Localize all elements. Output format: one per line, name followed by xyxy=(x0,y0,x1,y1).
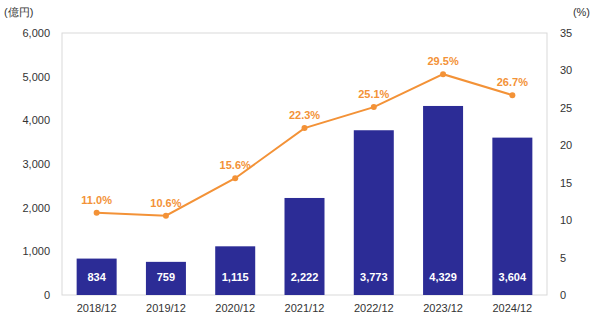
chart-svg: 01,0002,0003,0004,0005,0006,000051015202… xyxy=(0,0,600,325)
bar xyxy=(215,246,255,295)
line xyxy=(97,74,513,215)
bar-label: 3,604 xyxy=(499,271,527,283)
plot-frame xyxy=(62,33,547,295)
y-tick-label: 4,000 xyxy=(22,114,50,126)
line-label: 11.0% xyxy=(81,194,112,206)
y-tick-label: 2,000 xyxy=(22,202,50,214)
marks xyxy=(77,71,533,295)
line-label: 25.1% xyxy=(358,88,389,100)
line-marker xyxy=(94,210,100,216)
bar xyxy=(354,130,394,295)
y-tick-label: 1,000 xyxy=(22,245,50,257)
line-marker xyxy=(163,213,169,219)
y2-tick-label: 20 xyxy=(560,139,572,151)
y-tick-label: 6,000 xyxy=(22,27,50,39)
bar-label: 759 xyxy=(157,271,175,283)
chart-container: 01,0002,0003,0004,0005,0006,000051015202… xyxy=(0,0,600,325)
x-tick-label: 2020/12 xyxy=(215,302,255,314)
y-tick-label: 5,000 xyxy=(22,71,50,83)
y2-tick-label: 5 xyxy=(560,252,566,264)
bar-label: 2,222 xyxy=(291,271,319,283)
y2-tick-label: 0 xyxy=(560,289,566,301)
x-tick-label: 2023/12 xyxy=(423,302,463,314)
y2-axis-label: (%) xyxy=(573,6,590,18)
bar xyxy=(285,198,325,295)
bar-label: 4,329 xyxy=(429,271,457,283)
y2-tick-label: 35 xyxy=(560,27,572,39)
bar xyxy=(492,138,532,295)
line-label: 26.7% xyxy=(497,76,528,88)
line-marker xyxy=(371,104,377,110)
line-label: 10.6% xyxy=(150,197,181,209)
y-axis-label: (億円) xyxy=(4,6,33,18)
bar xyxy=(423,106,463,295)
y-tick-label: 3,000 xyxy=(22,158,50,170)
bar-label: 834 xyxy=(87,271,106,283)
y2-tick-label: 15 xyxy=(560,177,572,189)
line-marker xyxy=(440,71,446,77)
line-marker xyxy=(509,92,515,98)
x-tick-label: 2022/12 xyxy=(354,302,394,314)
y2-tick-label: 10 xyxy=(560,214,572,226)
bar-label: 1,115 xyxy=(222,271,249,283)
x-tick-label: 2018/12 xyxy=(77,302,117,314)
y2-tick-label: 30 xyxy=(560,64,572,76)
line-label: 29.5% xyxy=(427,55,458,67)
data-labels: 834 759 1,115 2,222 3,773 4,329 3,604 11.0% 10.6… xyxy=(81,55,528,283)
bar-label: 3,773 xyxy=(360,271,388,283)
line-marker xyxy=(302,125,308,131)
line-label: 22.3% xyxy=(289,109,320,121)
bar xyxy=(77,259,117,295)
x-tick-label: 2021/12 xyxy=(285,302,325,314)
y2-tick-label: 25 xyxy=(560,102,572,114)
bar xyxy=(146,262,186,295)
x-tick-label: 2024/12 xyxy=(492,302,532,314)
y-tick-label: 0 xyxy=(44,289,50,301)
line-label: 15.6% xyxy=(220,159,251,171)
x-tick-label: 2019/12 xyxy=(146,302,186,314)
line-marker xyxy=(232,175,238,181)
